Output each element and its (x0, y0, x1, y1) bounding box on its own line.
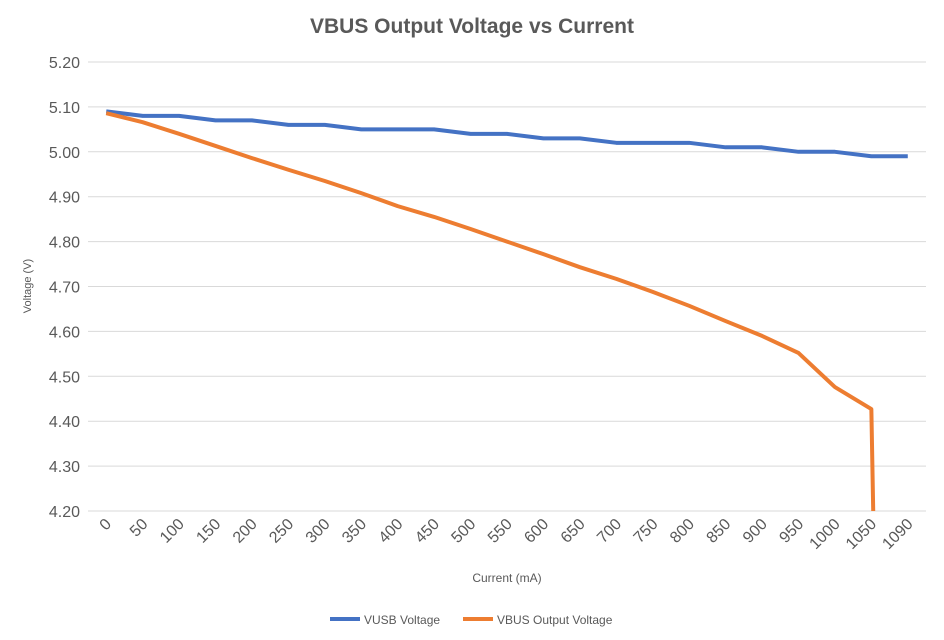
y-tick-label: 5.00 (49, 145, 80, 162)
y-tick-label: 4.20 (49, 504, 80, 521)
y-tick-label: 4.30 (49, 459, 80, 476)
x-tick-label: 800 (667, 516, 698, 547)
x-tick-label: 50 (127, 516, 152, 541)
x-tick-label: 450 (412, 516, 443, 547)
y-tick-label: 4.80 (49, 235, 80, 252)
y-tick-label: 4.50 (49, 369, 80, 386)
legend-label: VUSB Voltage (364, 613, 440, 627)
x-tick-label: 950 (776, 516, 807, 547)
chart-title: VBUS Output Voltage vs Current (310, 15, 634, 38)
x-tick-label: 500 (448, 516, 479, 547)
x-tick-label: 1000 (807, 516, 844, 553)
x-tick-label: 250 (266, 516, 297, 547)
x-tick-label: 1050 (843, 516, 880, 553)
y-tick-label: 5.20 (49, 55, 80, 72)
x-tick-label: 700 (594, 516, 625, 547)
x-axis-label: Current (mA) (472, 571, 541, 585)
x-tick-label: 400 (376, 516, 407, 547)
x-tick-label: 1090 (879, 516, 916, 553)
x-tick-label: 300 (303, 516, 334, 547)
x-tick-label: 600 (521, 516, 552, 547)
x-tick-label: 150 (193, 516, 224, 547)
series-line-vbus (105, 111, 876, 512)
y-axis-label: Voltage (V) (22, 259, 34, 313)
y-tick-label: 5.10 (49, 100, 80, 117)
y-tick-label: 4.60 (49, 324, 80, 341)
series-line-vusb (105, 109, 908, 159)
x-tick-label: 650 (558, 516, 589, 547)
x-tick-label: 850 (704, 516, 735, 547)
legend-label: VBUS Output Voltage (497, 613, 613, 627)
y-tick-label: 4.40 (49, 414, 80, 431)
y-tick-label: 4.90 (49, 190, 80, 207)
x-tick-label: 200 (230, 516, 261, 547)
x-tick-label: 0 (97, 516, 115, 534)
x-tick-label: 750 (631, 516, 662, 547)
x-tick-label: 350 (339, 516, 370, 547)
y-tick-label: 4.70 (49, 280, 80, 297)
x-tick-label: 550 (485, 516, 516, 547)
x-tick-label: 100 (157, 516, 188, 547)
x-tick-label: 900 (740, 516, 771, 547)
